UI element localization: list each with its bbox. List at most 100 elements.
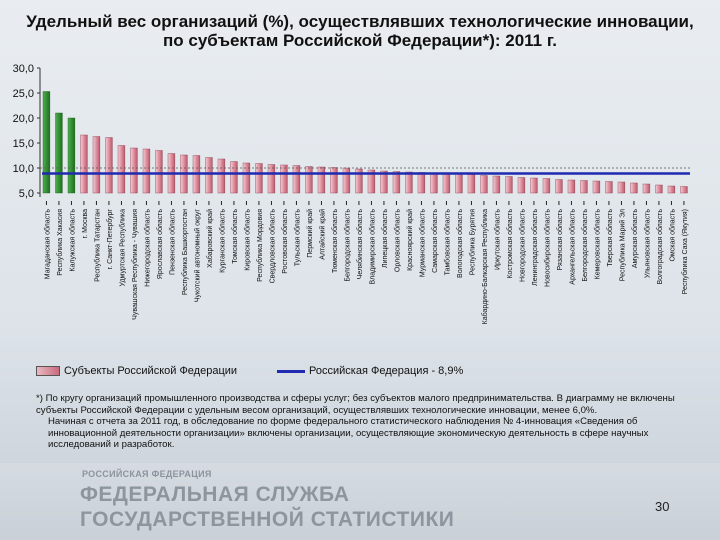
x-category-label: Костромская область	[506, 209, 514, 279]
bar	[542, 178, 551, 194]
x-category-label: Новосибирская область	[543, 209, 551, 287]
reference-line-group	[40, 167, 690, 175]
x-category-label: Ярославская область	[156, 209, 164, 280]
bar	[642, 183, 651, 194]
legend-line-swatch	[277, 369, 306, 373]
x-category-label: г. Москва	[82, 209, 89, 239]
bar	[380, 170, 388, 194]
x-category-label: Магаданская область	[43, 209, 51, 280]
bar	[355, 168, 363, 194]
x-category-label: Белгородская область	[581, 209, 589, 282]
x-category-label: Орловская область	[393, 209, 401, 272]
x-category-label: г. Санкт-Петербург	[106, 209, 114, 270]
x-category-label: Липецкая область	[381, 209, 389, 268]
x-category-label: Омская область	[668, 209, 676, 262]
x-category-label: Республика Саха (Якутия)	[681, 209, 689, 294]
x-category-label: Кабардино-Балкарская Республика	[481, 209, 489, 324]
bar	[317, 166, 326, 194]
chart-legend: Субъекты Российской Федерации Российская…	[36, 363, 686, 379]
x-category-label: Кемеровская область	[593, 209, 601, 280]
bar	[492, 175, 501, 194]
x-category-label: Челябинская область	[356, 209, 364, 280]
x-category-label: Пензенская область	[168, 209, 176, 275]
x-category-label: Владимирская область	[368, 209, 376, 285]
x-category-label: Ульяновская область	[643, 209, 651, 279]
x-category-label: Новгородская область	[518, 209, 526, 282]
x-category-label: Республика Марий Эл	[618, 209, 626, 281]
bar	[405, 171, 413, 194]
bar	[567, 179, 576, 194]
bar	[330, 167, 338, 194]
bar	[605, 181, 613, 194]
x-category-label: Белгородская область	[343, 209, 351, 282]
x-category-label: Томская область	[231, 209, 239, 264]
x-category-label: Тульская область	[293, 209, 301, 267]
bar	[655, 184, 663, 194]
bar	[142, 148, 151, 194]
x-category-label: Кировская область	[243, 209, 251, 271]
x-category-label: Волгоградская область	[656, 209, 664, 285]
bar	[230, 161, 238, 194]
bar	[580, 180, 588, 194]
y-tick-label: 30,0	[13, 63, 34, 75]
x-category-label: Удмуртская Республика	[118, 209, 126, 287]
x-category-label: Свердловская область	[268, 209, 276, 284]
x-category-label: Республика Мордовия	[256, 209, 264, 282]
bar	[480, 175, 488, 194]
x-category-label: Мурманская область	[418, 209, 426, 277]
bar	[305, 166, 313, 194]
footer-org-line1: ФЕДЕРАЛЬНАЯ СЛУЖБА	[80, 483, 350, 506]
x-category-label: Алтайский край	[318, 209, 326, 260]
bar	[67, 117, 76, 194]
x-category-label: Тамбовская область	[443, 209, 451, 276]
bar	[392, 171, 401, 194]
legend-line-label: Российская Федерация - 8,9%	[309, 365, 464, 377]
page-number: 30	[655, 499, 670, 514]
footer-banner: РОССИЙСКАЯ ФЕДЕРАЦИЯ ФЕДЕРАЛЬНАЯ СЛУЖБА …	[0, 463, 720, 540]
bar	[342, 167, 351, 194]
legend-bars-label: Субъекты Российской Федерации	[64, 365, 238, 377]
y-tick-label: 5,0	[19, 188, 34, 200]
x-category-label: Республика Башкортостан	[181, 209, 189, 295]
bar	[667, 185, 676, 194]
bar	[417, 172, 426, 194]
bar	[680, 186, 688, 194]
y-tick-label: 20,0	[13, 113, 34, 125]
bar	[130, 147, 138, 194]
bar	[430, 172, 438, 194]
bar	[242, 162, 251, 194]
bar	[505, 176, 513, 194]
x-category-label: Амурская область	[631, 209, 639, 268]
y-tick-label: 15,0	[13, 138, 34, 150]
x-category-label: Нижегородская область	[143, 209, 151, 287]
bar	[92, 136, 101, 194]
x-category-label: Республика Бурятия	[468, 209, 476, 275]
x-category-label: Пермский край	[306, 209, 314, 258]
bars	[42, 91, 688, 194]
x-category-label: Республика Хакасия	[56, 209, 64, 276]
x-category-label: Чувашская Республика - Чувашия	[131, 209, 139, 320]
bar	[467, 174, 476, 194]
x-category-label: Тверская область	[606, 209, 614, 267]
bar	[280, 164, 288, 194]
bar	[630, 182, 638, 194]
bar	[292, 165, 301, 194]
bar	[117, 145, 126, 194]
slide-title: Удельный вес организаций (%), осуществля…	[26, 12, 694, 50]
x-category-label: Архангельская область	[568, 209, 576, 285]
footnote-text-2: Начиная с отчета за 2011 год, в обследов…	[48, 416, 649, 451]
y-axis: 5,0 10,0 15,0 20,0 25,0 30,0	[13, 63, 41, 200]
y-tick-label: 10,0	[13, 163, 34, 175]
x-category-label: Вологодская область	[456, 209, 464, 278]
x-category-label: Республика Татарстан	[93, 209, 101, 282]
y-tick-label: 25,0	[13, 88, 34, 100]
x-category-label: Ростовская область	[281, 209, 289, 274]
footnote: *) По кругу организаций промышленного пр…	[36, 393, 686, 451]
bar	[442, 173, 451, 194]
bar	[105, 137, 113, 194]
bar	[255, 163, 263, 194]
x-category-label: Тюменская область	[331, 209, 339, 273]
bar	[367, 169, 376, 194]
x-category-label: Курганская область	[218, 209, 226, 273]
bar	[205, 157, 213, 194]
